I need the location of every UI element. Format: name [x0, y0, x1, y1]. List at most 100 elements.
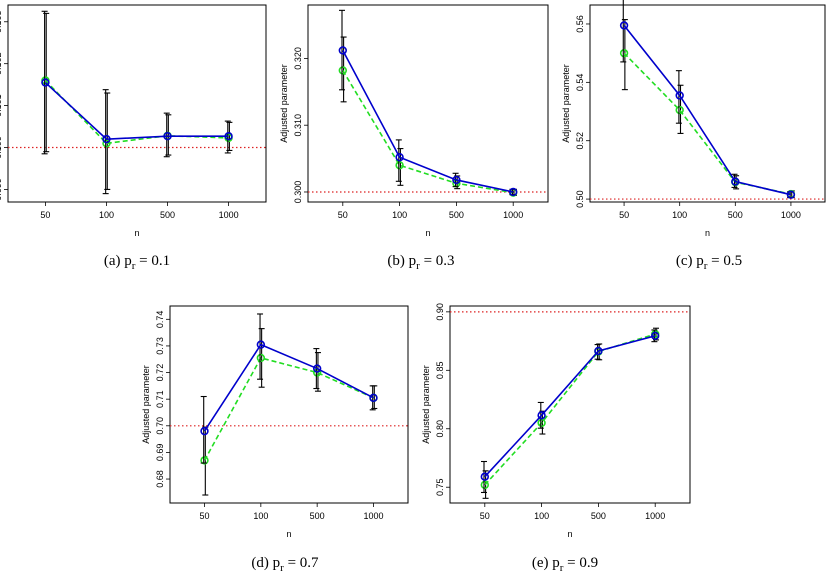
series-line	[484, 335, 656, 478]
data-point	[163, 131, 172, 141]
series-line	[623, 52, 792, 195]
caption-subscript: r	[416, 260, 420, 272]
y-tick-label: 0.52	[575, 132, 585, 150]
y-tick-label: 0.72	[155, 364, 165, 382]
y-tick-label: 0.90	[435, 303, 445, 321]
x-tick-label: 100	[99, 210, 114, 220]
data-point	[256, 340, 266, 349]
data-point	[395, 153, 404, 162]
plot-frame	[307, 4, 549, 203]
y-tick-label: 0.80	[435, 420, 445, 438]
chart-panel-c: 0.50 0.52 0.54 0.56 50 100 500 1000 n Adjusted pa…	[561, 0, 826, 272]
series-blue	[338, 9, 518, 197]
y-axis-title: Adjusted parameter	[421, 365, 431, 444]
y-axis-title: Adjusted parameter	[279, 64, 289, 143]
x-tick-label: 50	[200, 511, 210, 521]
x-tick-label: 500	[160, 210, 175, 220]
caption-value: = 0.1	[135, 253, 170, 269]
x-tick-label: 1000	[219, 210, 239, 220]
y-tick-label: 0.320	[293, 47, 303, 70]
y-tick-label: 0.100	[0, 136, 3, 159]
data-point	[786, 190, 796, 199]
x-tick-label: 100	[253, 511, 268, 521]
data-point	[256, 353, 266, 363]
panel-caption: (e) pr = 0.9	[532, 555, 598, 573]
chart-panel-a: 0.0990.1000.1010.1020.103501005001000nAd…	[0, 4, 267, 272]
series-blue	[41, 10, 233, 195]
data-point	[675, 91, 684, 100]
plot-frame	[169, 305, 409, 504]
y-tick-label: 0.71	[155, 390, 165, 408]
x-axis-title: n	[286, 529, 291, 539]
data-point	[395, 161, 404, 170]
series-green	[480, 327, 660, 499]
chart-panel-b: 0.300 0.310 0.320 50 100 500 1000 n Adjusted par…	[279, 4, 549, 272]
caption-label: (b) p	[387, 253, 416, 269]
y-tick-label: 0.75	[435, 478, 445, 496]
data-point	[619, 21, 629, 30]
caption-subscript: r	[704, 260, 708, 272]
chart-panel-d: 0.68 0.69 0.70 0.71 0.72 0.73 0.74 50 100 500 1000…	[141, 305, 409, 573]
y-tick-label: 0.54	[575, 74, 585, 92]
data-point	[338, 46, 347, 55]
x-tick-label: 100	[392, 210, 407, 220]
panel-caption: (d) pr = 0.7	[251, 555, 319, 573]
panel-caption: (b) pr = 0.3	[387, 253, 454, 272]
data-point	[675, 105, 684, 115]
y-tick-label: 0.85	[435, 362, 445, 380]
y-tick-label: 0.56	[575, 15, 585, 33]
data-point	[537, 411, 546, 420]
x-tick-label: 500	[449, 210, 464, 220]
series-line	[203, 343, 374, 432]
caption-label: (a) p	[104, 253, 132, 269]
y-tick-label: 0.300	[293, 181, 303, 204]
panel-caption: (c) pr = 0.5	[676, 253, 742, 272]
series-green	[200, 328, 378, 496]
x-axis-title: n	[425, 228, 430, 238]
series-line	[623, 24, 792, 196]
y-tick-label: 0.50	[575, 190, 585, 208]
series-green	[338, 36, 518, 197]
x-tick-label: 1000	[781, 210, 801, 220]
caption-subscript: r	[132, 260, 136, 272]
data-point	[41, 78, 50, 87]
x-axis-title: n	[705, 228, 710, 238]
x-tick-label: 50	[480, 511, 490, 521]
series-green	[619, 19, 796, 199]
plot-frame	[7, 4, 267, 203]
data-point	[594, 346, 603, 356]
x-tick-label: 500	[728, 210, 743, 220]
series-line	[342, 50, 514, 193]
x-axis-title: n	[567, 529, 572, 539]
data-point	[731, 177, 740, 186]
x-tick-label: 50	[338, 210, 348, 220]
caption-value: = 0.7	[284, 555, 319, 571]
data-point	[480, 472, 489, 481]
y-axis-title: Adjusted parameter	[141, 365, 151, 444]
y-tick-label: 0.103	[0, 11, 3, 34]
series-line	[484, 333, 656, 486]
y-tick-label: 0.310	[293, 114, 303, 137]
y-axis-title: Adjusted parameter	[561, 64, 571, 143]
data-point	[619, 48, 629, 58]
series-line	[342, 70, 514, 194]
y-tick-label: 0.099	[0, 178, 3, 201]
caption-subscript: r	[560, 562, 564, 573]
data-point	[312, 364, 322, 373]
x-tick-label: 50	[40, 210, 50, 220]
caption-subscript: r	[280, 562, 284, 573]
x-axis-title: n	[134, 228, 139, 238]
plot-frame	[589, 4, 826, 203]
series-green	[41, 12, 233, 190]
data-point	[102, 134, 111, 144]
x-tick-label: 500	[310, 511, 325, 521]
series-line	[203, 356, 374, 461]
y-tick-label: 0.69	[155, 444, 165, 462]
x-tick-label: 100	[534, 511, 549, 521]
caption-label: (e) p	[532, 555, 560, 571]
y-tick-label: 0.68	[155, 470, 165, 488]
series-blue	[619, 0, 796, 199]
caption-value: = 0.3	[420, 253, 455, 269]
series-line	[44, 81, 229, 140]
